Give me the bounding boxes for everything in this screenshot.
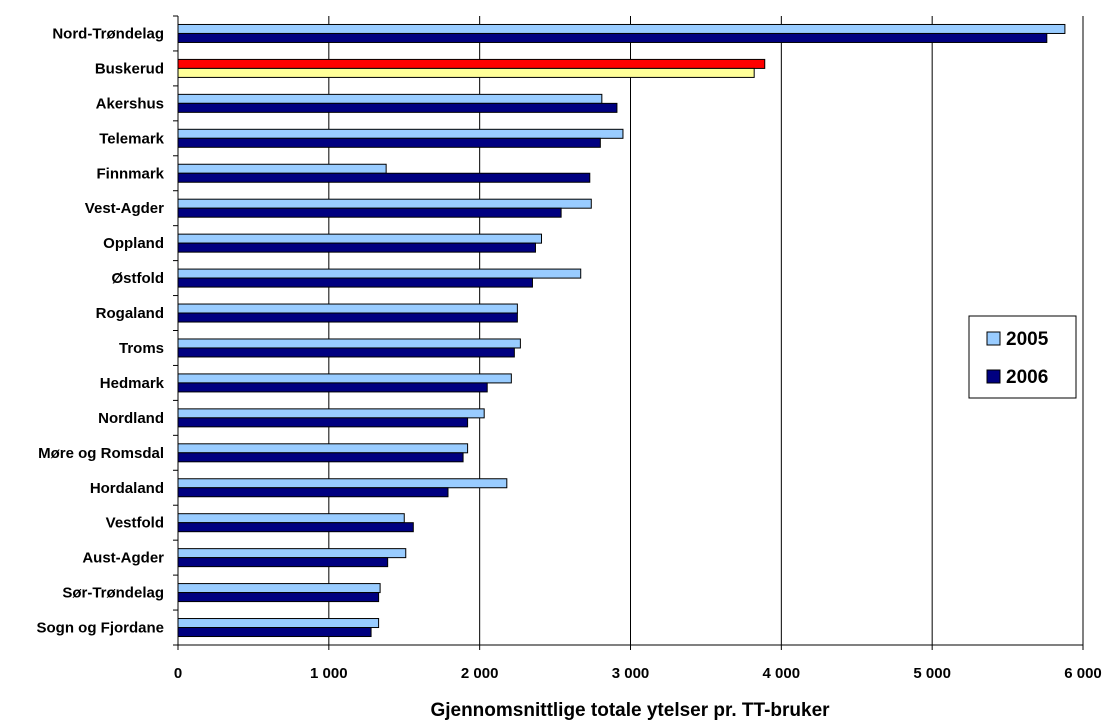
bar-2006 [177, 417, 469, 428]
bar-2005 [177, 58, 766, 69]
bar-2005 [177, 338, 521, 349]
x-tick-label: 3 000 [612, 665, 650, 682]
x-tick-label: 1 000 [310, 665, 348, 682]
grid-lines [328, 16, 1084, 645]
bar-2006 [177, 172, 591, 183]
bar-2006 [177, 592, 380, 603]
x-tick-label: 0 [174, 665, 182, 682]
bar-2006 [177, 382, 488, 393]
bar-2006 [177, 347, 515, 358]
legend: 2005 2006 [968, 315, 1077, 399]
x-tick-label: 6 000 [1064, 665, 1102, 682]
category-label: Hordaland [90, 480, 164, 497]
category-label: Finnmark [96, 165, 164, 182]
bar-2005 [177, 198, 592, 209]
legend-swatch-2005 [986, 331, 1001, 346]
bar-2005 [177, 233, 543, 244]
x-axis-title: Gjennomsnittlige totale ytelser pr. TT-b… [430, 700, 830, 721]
category-label: Nord-Trøndelag [52, 25, 164, 42]
bar-2005 [177, 303, 518, 314]
legend-swatch-2006 [986, 369, 1001, 384]
bar-2005 [177, 163, 387, 174]
bar-2005 [177, 513, 405, 524]
bar-2006 [177, 137, 601, 148]
category-label: Sogn og Fjordane [37, 620, 165, 637]
category-label: Sør-Trøndelag [62, 585, 164, 602]
x-tick-label: 2 000 [461, 665, 499, 682]
bar-2006 [177, 207, 562, 218]
legend-label-2006: 2006 [1006, 367, 1048, 388]
bar-2005 [177, 93, 603, 104]
bar-2006 [177, 67, 755, 78]
category-label: Troms [119, 340, 164, 357]
bar-2005 [177, 478, 508, 489]
category-labels: Nord-Trøndelag Buskerud Akershus Telemark Fi… [37, 25, 165, 636]
category-label: Møre og Romsdal [38, 445, 164, 462]
bar-2005 [177, 548, 407, 559]
category-label: Hedmark [100, 375, 165, 392]
bar-2005 [177, 268, 582, 279]
bar-2006 [177, 32, 1048, 43]
bar-2005 [177, 618, 380, 629]
bar-2006 [177, 277, 533, 288]
legend-box [968, 315, 1077, 399]
category-label: Rogaland [96, 305, 164, 322]
category-label: Vest-Agder [85, 200, 164, 217]
bar-2005 [177, 128, 624, 139]
bar-2005 [177, 373, 512, 384]
bar-2006 [177, 102, 618, 113]
bar-2006 [177, 312, 518, 323]
bar-2005 [177, 443, 469, 454]
bar-2005 [177, 23, 1066, 34]
bars [177, 23, 1066, 638]
x-tick-label: 4 000 [763, 665, 801, 682]
bar-2005 [177, 583, 381, 594]
bar-2006 [177, 452, 464, 463]
category-label: Akershus [96, 95, 164, 112]
tick-labels: 0 1 000 2 000 3 000 4 000 5 000 6 000 [174, 665, 1102, 682]
bar-2005 [177, 408, 485, 419]
bar-2006 [177, 242, 536, 253]
bar-2006 [177, 557, 389, 568]
category-label: Aust-Agder [82, 550, 164, 567]
bar-2006 [177, 627, 372, 638]
legend-label-2005: 2005 [1006, 329, 1049, 350]
category-label: Nordland [98, 410, 164, 427]
axes [173, 15, 1084, 650]
bar-2006 [177, 522, 414, 533]
category-label: Buskerud [95, 60, 164, 77]
bar-2006 [177, 487, 449, 498]
category-label: Vestfold [106, 515, 164, 532]
category-label: Telemark [99, 130, 164, 147]
x-tick-label: 5 000 [913, 665, 951, 682]
category-label: Oppland [103, 235, 164, 252]
category-label: Østfold [112, 270, 165, 287]
